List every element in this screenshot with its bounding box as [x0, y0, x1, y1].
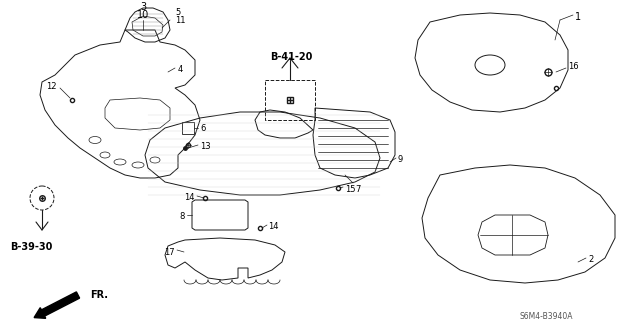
Text: B-41-20: B-41-20 [270, 52, 312, 62]
Text: 7: 7 [355, 185, 360, 194]
Text: B-39-30: B-39-30 [10, 242, 52, 252]
Text: 9: 9 [398, 155, 403, 164]
Text: 4: 4 [178, 65, 183, 74]
Text: 8: 8 [180, 212, 185, 221]
Text: 14: 14 [268, 222, 278, 231]
Text: 2: 2 [588, 255, 593, 264]
Text: 15: 15 [345, 185, 355, 194]
Text: FR.: FR. [90, 290, 108, 300]
Text: 6: 6 [200, 124, 205, 133]
Text: 14: 14 [184, 193, 195, 202]
FancyArrow shape [34, 292, 79, 318]
Text: 5: 5 [175, 8, 180, 17]
Text: 12: 12 [47, 82, 57, 91]
Text: 17: 17 [164, 248, 175, 257]
Text: 10: 10 [137, 10, 149, 20]
Text: S6M4-B3940A: S6M4-B3940A [520, 312, 573, 319]
Text: 3: 3 [140, 2, 146, 12]
Bar [265, 80, 315, 120]
Text: 16: 16 [568, 62, 579, 71]
Text: 13: 13 [200, 142, 211, 151]
Text: 11: 11 [175, 16, 186, 25]
Text: 1: 1 [575, 12, 581, 22]
Bar [182, 122, 194, 134]
